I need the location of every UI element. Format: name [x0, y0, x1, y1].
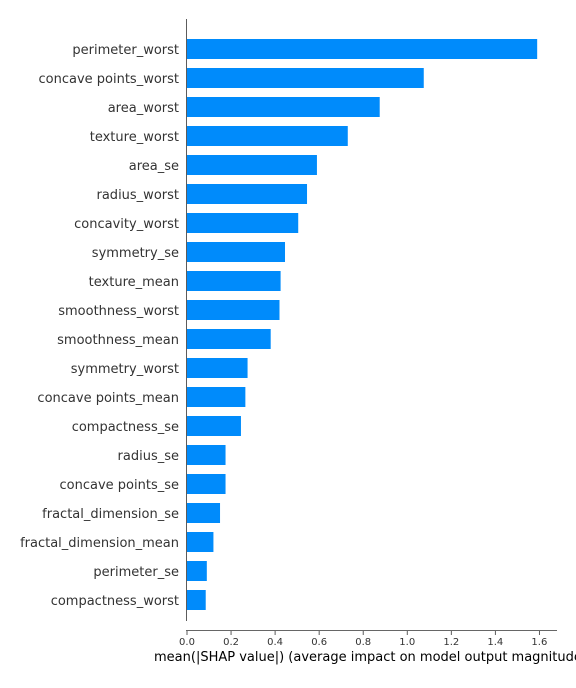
- x-tick-label: 1.4: [487, 637, 503, 648]
- x-tick-label: 0.4: [267, 637, 283, 648]
- bar-radius_worst: [187, 184, 308, 204]
- category-label: area_se: [129, 159, 179, 174]
- bar-perimeter_worst: [187, 39, 538, 59]
- x-axis-label: mean(|SHAP value|) (average impact on mo…: [154, 650, 576, 665]
- category-label: radius_worst: [97, 188, 180, 203]
- x-tick-label: 1.0: [399, 637, 415, 648]
- category-label: compactness_worst: [51, 594, 179, 609]
- category-label: radius_se: [118, 449, 179, 464]
- bar-compactness_se: [187, 416, 241, 436]
- category-label: concave points_worst: [38, 72, 179, 87]
- bar-fractal_dimension_se: [187, 503, 221, 523]
- bar-concave-points_se: [187, 474, 226, 494]
- category-label: texture_mean: [89, 275, 179, 290]
- bar-perimeter_se: [187, 561, 207, 581]
- category-label: fractal_dimension_mean: [20, 536, 179, 551]
- category-label: symmetry_se: [92, 246, 179, 261]
- category-label: concavity_worst: [74, 217, 179, 232]
- category-label: compactness_se: [72, 420, 179, 435]
- x-tick-label: 1.6: [531, 637, 547, 648]
- x-tick-label: 0.8: [355, 637, 371, 648]
- bar-radius_se: [187, 445, 226, 465]
- x-tick-label: 0.2: [223, 637, 239, 648]
- bar-compactness_worst: [187, 590, 206, 610]
- x-ticks: 0.0 0.2 0.4 0.6 0.8 1.0 1.2 1.4 1.6: [179, 631, 547, 648]
- category-label: smoothness_mean: [57, 333, 179, 348]
- bars-layer: [187, 39, 538, 610]
- category-label: concave points_mean: [37, 391, 179, 406]
- category-label: concave points_se: [60, 478, 179, 493]
- x-tick-label: 1.2: [443, 637, 459, 648]
- bar-area_se: [187, 155, 317, 175]
- category-label: fractal_dimension_se: [42, 507, 179, 522]
- bar-smoothness_worst: [187, 300, 280, 320]
- bar-texture_worst: [187, 126, 348, 146]
- bar-concave-points_worst: [187, 68, 424, 88]
- category-label: perimeter_worst: [72, 43, 179, 58]
- x-tick-label: 0.6: [311, 637, 327, 648]
- bar-texture_mean: [187, 271, 281, 291]
- category-label: symmetry_worst: [71, 362, 179, 377]
- bar-symmetry_se: [187, 242, 286, 262]
- bar-symmetry_worst: [187, 358, 248, 378]
- category-label: area_worst: [108, 101, 179, 116]
- category-label: perimeter_se: [93, 565, 179, 580]
- bar-smoothness_mean: [187, 329, 271, 349]
- bar-area_worst: [187, 97, 380, 117]
- bar-concave-points_mean: [187, 387, 246, 407]
- bar-fractal_dimension_mean: [187, 532, 214, 552]
- category-label: smoothness_worst: [58, 304, 179, 319]
- bar-concavity_worst: [187, 213, 299, 233]
- category-label: texture_worst: [90, 130, 179, 145]
- x-tick-label: 0.0: [179, 637, 195, 648]
